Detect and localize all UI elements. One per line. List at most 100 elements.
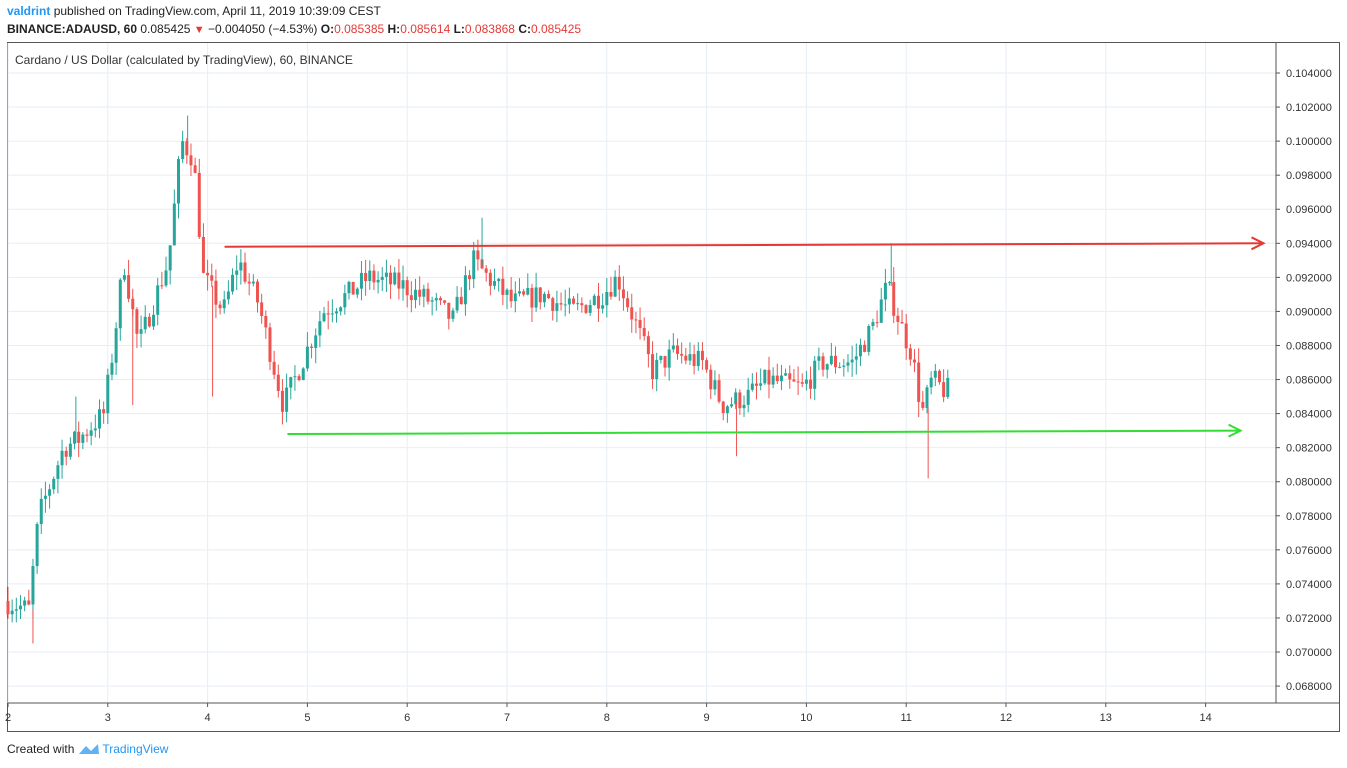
candle-body xyxy=(210,275,214,281)
candle-body xyxy=(493,281,497,286)
candle-body xyxy=(102,409,106,414)
y-tick-label: 0.102000 xyxy=(1286,102,1332,114)
candle-body xyxy=(700,350,704,361)
candle-body xyxy=(775,375,779,382)
candle-body xyxy=(933,370,937,378)
candle-body xyxy=(272,361,276,375)
candle-body xyxy=(646,336,650,355)
low-value: 0.083868 xyxy=(464,22,515,36)
candle-body xyxy=(397,272,401,289)
candle-body xyxy=(376,279,380,283)
candle-body xyxy=(617,276,621,290)
y-tick-label: 0.098000 xyxy=(1286,170,1332,182)
candle-body xyxy=(547,293,551,299)
candle-body xyxy=(222,299,226,309)
candle-body xyxy=(842,365,846,367)
candle-body xyxy=(81,434,85,443)
candle-body xyxy=(110,362,114,375)
y-tick-label: 0.100000 xyxy=(1286,136,1332,148)
candle-body xyxy=(484,268,488,273)
candle-body xyxy=(638,319,642,328)
candle-body xyxy=(788,373,792,380)
candle-body xyxy=(256,281,259,303)
candle-body xyxy=(522,291,526,295)
close-value: 0.085425 xyxy=(531,22,582,36)
tradingview-logo-icon xyxy=(79,744,100,754)
candle-body xyxy=(231,274,235,292)
y-tick-label: 0.092000 xyxy=(1286,272,1332,284)
x-tick-label: 11 xyxy=(900,712,911,724)
annotation-layer xyxy=(224,236,1266,438)
candle-body xyxy=(908,348,912,360)
candle-body xyxy=(364,272,368,281)
candle-body xyxy=(147,316,151,327)
x-tick-label: 9 xyxy=(704,712,710,724)
candle-body xyxy=(48,489,52,496)
publish-info: valdrint published on TradingView.com, A… xyxy=(7,4,381,18)
candle-body xyxy=(738,392,742,409)
candle-body xyxy=(896,315,900,322)
candle-body xyxy=(717,380,721,402)
candle-body xyxy=(725,406,729,414)
y-tick-label: 0.074000 xyxy=(1286,579,1332,591)
candle-body xyxy=(68,443,72,457)
candle-body xyxy=(596,295,600,309)
candle-body xyxy=(680,353,684,356)
candle-body xyxy=(567,298,571,305)
candle-body xyxy=(359,272,363,289)
candle-body xyxy=(667,349,671,368)
candle-body xyxy=(201,236,205,273)
candle-body xyxy=(260,302,264,317)
candle-body xyxy=(563,304,567,306)
candle-body xyxy=(630,307,634,320)
x-tick-label: 10 xyxy=(800,712,812,724)
x-tick-label: 5 xyxy=(304,712,310,724)
candle-body xyxy=(838,366,842,368)
candle-body xyxy=(451,310,455,319)
open-value: 0.085385 xyxy=(334,22,385,36)
support-line xyxy=(287,429,1241,436)
candle-body xyxy=(530,287,534,308)
candle-body xyxy=(513,293,517,302)
candle-body xyxy=(863,344,867,352)
candle-body xyxy=(10,610,14,615)
candle-body xyxy=(526,287,530,295)
candle-body xyxy=(251,281,255,284)
x-tick-label: 7 xyxy=(504,712,510,724)
candle-body xyxy=(900,321,904,324)
y-tick-label: 0.090000 xyxy=(1286,306,1332,318)
candle-body xyxy=(542,293,546,303)
candle-series xyxy=(6,115,950,644)
candle-body xyxy=(463,275,467,305)
candle-body xyxy=(14,609,18,611)
candle-body xyxy=(206,272,210,276)
candle-body xyxy=(27,600,31,605)
candle-body xyxy=(713,380,717,390)
candle-body xyxy=(817,356,821,361)
candle-body xyxy=(879,299,883,323)
candle-body xyxy=(152,314,156,327)
candle-body xyxy=(946,377,950,397)
candle-body xyxy=(430,300,434,302)
resistance-line xyxy=(224,242,1264,248)
candle-body xyxy=(135,309,139,334)
candle-body xyxy=(858,344,862,357)
candle-body xyxy=(813,360,817,389)
tradingview-brand-link[interactable]: TradingView xyxy=(102,742,169,756)
candle-body xyxy=(696,350,700,366)
candle-body xyxy=(355,288,359,295)
candle-body xyxy=(372,270,376,283)
y-tick-label: 0.080000 xyxy=(1286,477,1332,489)
candle-body xyxy=(921,401,925,408)
y-tick-label: 0.078000 xyxy=(1286,511,1332,523)
candle-body xyxy=(609,291,613,297)
candle-body xyxy=(264,316,268,328)
candle-body xyxy=(779,375,783,382)
candle-body xyxy=(335,311,339,314)
candle-body xyxy=(721,401,725,414)
candle-body xyxy=(825,364,829,370)
candle-body xyxy=(280,390,284,412)
author-link[interactable]: valdrint xyxy=(7,4,51,18)
candle-body xyxy=(31,566,35,605)
